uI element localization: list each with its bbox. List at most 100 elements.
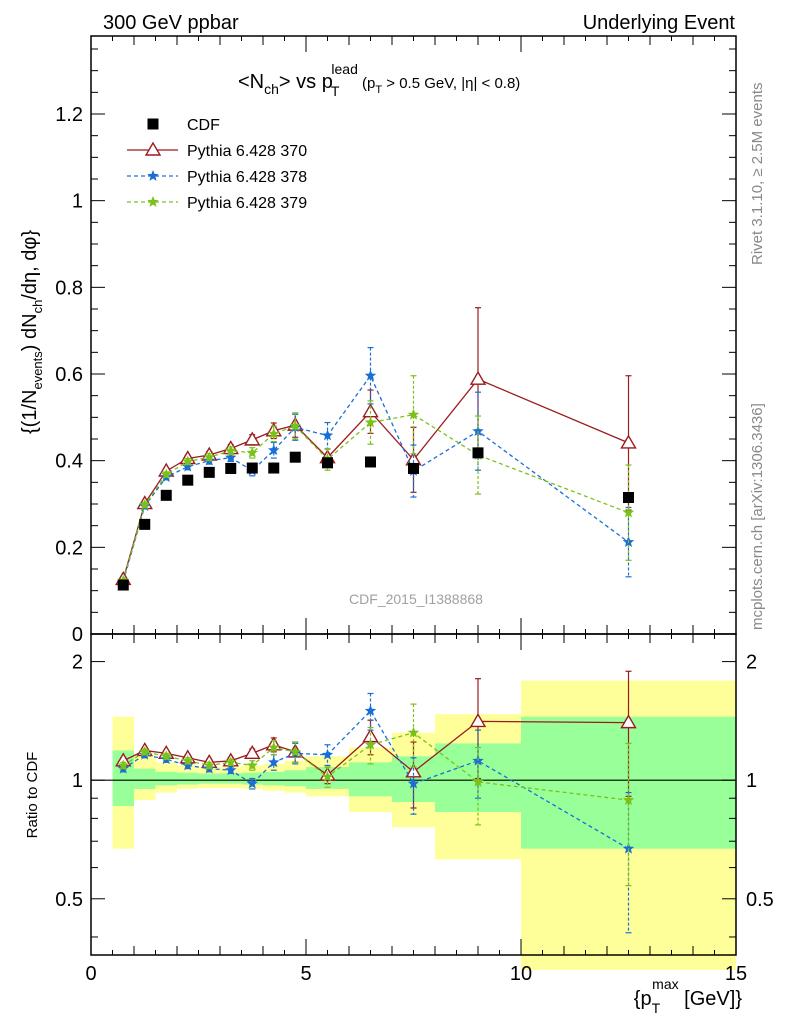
- main-ytick-label: 1.2: [55, 104, 83, 126]
- main-point-3-8: [289, 420, 301, 431]
- ratio-point-0-6: [244, 744, 261, 760]
- main-point-2-12: [472, 425, 484, 437]
- xlabel-part-a-sub: T: [652, 1000, 661, 1016]
- chart-title: <Nch> vs pTlead (pT > 0.5 GeV, |η| < 0.8…: [238, 61, 520, 99]
- main-point-0-4: [203, 466, 215, 478]
- main-point-0-8: [289, 451, 301, 463]
- main-point-3-11: [407, 408, 420, 420]
- main-point-3-4: [203, 451, 215, 463]
- main-point-3-7: [268, 427, 280, 439]
- ratio-point-0-11: [405, 763, 422, 778]
- ratio-point-2-7: [268, 741, 280, 753]
- ratio-point-1-10: [364, 704, 377, 716]
- xtick-label: 0: [85, 963, 96, 985]
- ratio-ytick-label-right: 2: [746, 652, 757, 674]
- legend: CDF Pythia 6.428 370 Pythia 6.428 378 Pythi…: [127, 117, 307, 212]
- main-point-0-10: [365, 456, 376, 468]
- ratio-ylabel: Ratio to CDF: [24, 752, 41, 839]
- main-point-3-3: [182, 455, 194, 467]
- title-part-d: > 0.5 GeV, |η| < 0.8): [382, 75, 520, 92]
- band-inner-8: [284, 770, 306, 787]
- ratio-point-1-3: [182, 759, 194, 771]
- ratio-point-0-12: [469, 713, 487, 728]
- main-point-0-12: [472, 447, 484, 459]
- ylabel-part-a-sub: events: [30, 351, 45, 390]
- main-point-0-5: [225, 462, 237, 474]
- main-point-0-6: [246, 462, 258, 474]
- ratio-point-1-11: [407, 777, 420, 789]
- ratio-ytick-label-right: 1: [746, 770, 757, 792]
- ratio-line-2: [122, 731, 629, 801]
- ratio-point-2-0: [117, 759, 129, 771]
- main-point-1-6: [244, 431, 261, 446]
- mcplots-label: mcplots.cern.ch [arXiv:1306.3436]: [749, 403, 766, 630]
- ratio-point-1-7: [268, 756, 280, 768]
- main-point-0-0: [117, 579, 129, 591]
- legend-label-1: Pythia 6.428 370: [187, 143, 307, 160]
- main-point-3-10: [364, 416, 377, 428]
- ratio-point-2-13: [622, 794, 635, 805]
- title-part-c-sub: T: [375, 84, 382, 96]
- ratio-point-2-8: [289, 745, 301, 757]
- main-ytick-label: 0: [72, 624, 83, 646]
- main-ytick-label: 1: [72, 191, 83, 213]
- title-part-b: > vs p: [279, 71, 333, 93]
- band-inner-4: [198, 773, 220, 784]
- ratio-point-2-11: [407, 726, 420, 738]
- main-series-0: [117, 447, 634, 591]
- main-point-0-2: [160, 489, 172, 501]
- main-ytick-label: 0.4: [55, 451, 83, 473]
- main-point-2-7: [268, 444, 280, 456]
- ratio-ytick-label-left: 1: [72, 770, 83, 792]
- main-ylabel: {(1/Nevents) dNch/dη, dφ}: [19, 230, 45, 434]
- main-point-0-11: [408, 462, 419, 474]
- main-point-0-7: [268, 462, 280, 474]
- xtick-label: 5: [300, 963, 311, 985]
- xtick-label: 10: [510, 963, 532, 985]
- ratio-point-2-12: [472, 775, 484, 787]
- main-ytick-label: 0.6: [55, 364, 83, 386]
- ratio-point-2-2: [160, 750, 172, 762]
- ratio-ytick-label-left: 2: [72, 652, 83, 674]
- main-point-2-10: [364, 369, 377, 381]
- ratio-series-2: [117, 703, 635, 887]
- ylabel-part-a: {(1/N: [19, 390, 41, 434]
- band-inner-10: [349, 762, 392, 797]
- main-point-0-3: [182, 474, 194, 486]
- title-part-b-sup: lead: [331, 61, 357, 77]
- ratio-point-1-9: [321, 748, 334, 760]
- header-left: 300 GeV ppbar: [103, 12, 239, 34]
- ratio-point-2-4: [203, 759, 215, 771]
- main-line-3: [122, 414, 629, 581]
- main-point-0-9: [322, 457, 333, 469]
- ratio-point-2-1: [139, 745, 151, 757]
- ratio-point-1-5: [225, 764, 237, 776]
- main-point-1-12: [469, 370, 487, 385]
- main-point-0-13: [623, 492, 634, 503]
- legend-marker-0: [147, 118, 159, 130]
- band-inner-1: [134, 768, 156, 789]
- ratio-point-2-5: [225, 756, 237, 768]
- main-line-1: [122, 378, 629, 580]
- ratio-ytick-label-left: 0.5: [55, 889, 83, 911]
- main-ytick-label: 0.8: [55, 277, 83, 299]
- main-point-2-5: [225, 451, 237, 463]
- main-point-1-13: [620, 434, 637, 449]
- ratio-point-0-13: [620, 714, 637, 729]
- main-series-1: [115, 307, 637, 586]
- legend-marker-2: [147, 170, 159, 181]
- watermark: CDF_2015_I1388868: [349, 591, 483, 607]
- main-point-3-1: [139, 498, 151, 510]
- legend-marker-3: [147, 196, 159, 207]
- xlabel-part-a-sup: max: [652, 976, 678, 992]
- ratio-point-2-3: [182, 754, 194, 766]
- xlabel: {pTmax [GeV]}: [634, 976, 743, 1016]
- xlabel-part-a: {p: [634, 988, 652, 1010]
- title-part-a-sub: ch: [264, 81, 279, 97]
- ratio-point-2-6: [246, 759, 258, 771]
- ylabel-part-b-sub: ch: [30, 300, 45, 314]
- legend-label-3: Pythia 6.428 379: [187, 195, 307, 212]
- main-panel: 0 0.2 0.4 0.6 0.8 1 1.2 CDF Pythia 6.428 370 Pyth…: [55, 35, 737, 646]
- legend-label-2: Pythia 6.428 378: [187, 169, 307, 186]
